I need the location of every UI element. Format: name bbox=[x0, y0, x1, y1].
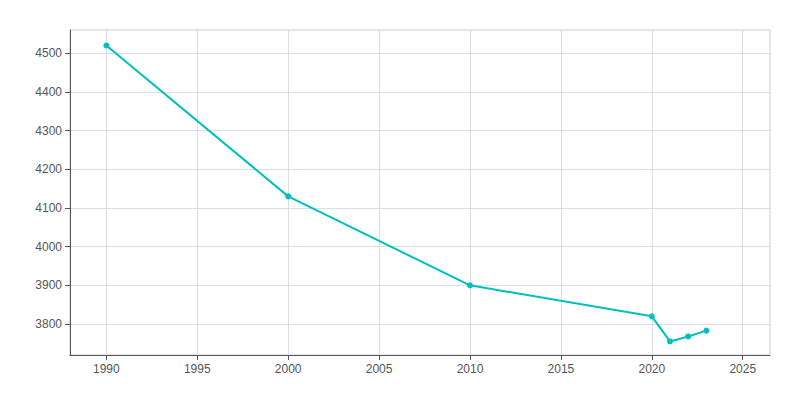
svg-text:3900: 3900 bbox=[35, 278, 62, 292]
svg-text:2025: 2025 bbox=[729, 362, 756, 376]
svg-text:4000: 4000 bbox=[35, 240, 62, 254]
svg-text:2000: 2000 bbox=[275, 362, 302, 376]
svg-text:2005: 2005 bbox=[366, 362, 393, 376]
svg-text:1990: 1990 bbox=[93, 362, 120, 376]
svg-text:1995: 1995 bbox=[184, 362, 211, 376]
svg-text:2015: 2015 bbox=[548, 362, 575, 376]
svg-text:4300: 4300 bbox=[35, 124, 62, 138]
svg-text:2010: 2010 bbox=[457, 362, 484, 376]
svg-text:2020: 2020 bbox=[638, 362, 665, 376]
svg-text:4500: 4500 bbox=[35, 46, 62, 60]
svg-text:4400: 4400 bbox=[35, 85, 62, 99]
svg-text:3800: 3800 bbox=[35, 317, 62, 331]
svg-text:4200: 4200 bbox=[35, 162, 62, 176]
svg-text:4100: 4100 bbox=[35, 201, 62, 215]
